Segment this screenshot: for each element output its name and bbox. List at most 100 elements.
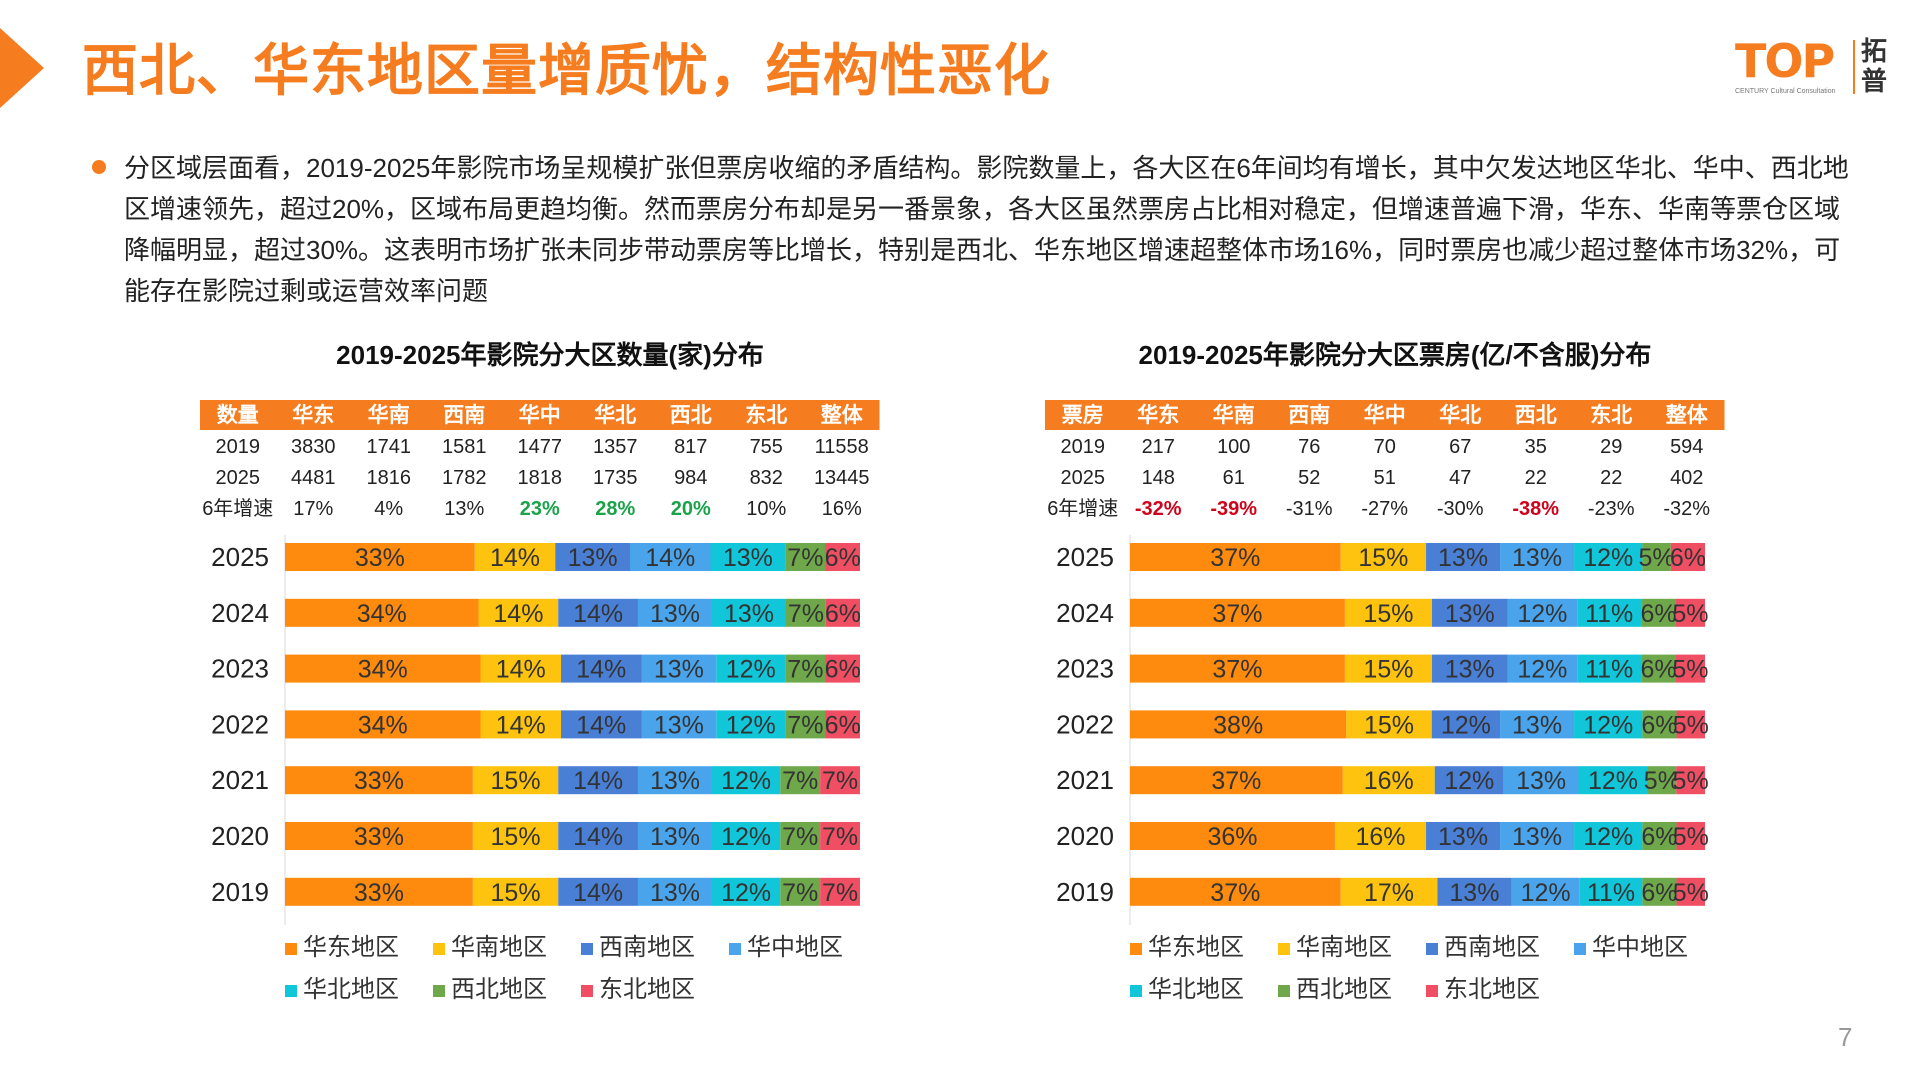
bar-segment bbox=[710, 543, 786, 571]
y-tick-label: 2024 bbox=[211, 598, 269, 628]
legend-label: 华北地区 bbox=[303, 976, 399, 1003]
bar-segment bbox=[285, 543, 475, 571]
table-header-cell: 数量 bbox=[217, 404, 259, 427]
table-header-cell: 华北 bbox=[1439, 403, 1481, 427]
data-label: 6% bbox=[1641, 823, 1677, 851]
bar-segment bbox=[1130, 766, 1343, 795]
data-label: 37% bbox=[1210, 879, 1260, 907]
bar-segment bbox=[1130, 654, 1345, 683]
bar-segment bbox=[1578, 766, 1648, 795]
data-label: 7% bbox=[782, 823, 818, 851]
data-label: 16% bbox=[1364, 767, 1414, 795]
table-cell: 47 bbox=[1449, 467, 1471, 489]
table-cell: 17% bbox=[293, 498, 333, 520]
legend-swatch bbox=[1426, 943, 1438, 955]
bar-segment bbox=[637, 822, 712, 850]
data-label: 34% bbox=[357, 600, 407, 628]
bar-segment bbox=[711, 822, 781, 850]
bar-segment bbox=[637, 766, 712, 795]
bar-segment bbox=[1676, 710, 1705, 739]
bar-segment bbox=[1342, 766, 1435, 795]
table-cell: 1581 bbox=[442, 436, 487, 458]
legend-label: 华中地区 bbox=[747, 934, 843, 961]
legend-swatch bbox=[433, 943, 445, 955]
legend-label: 东北地区 bbox=[1444, 976, 1540, 1003]
table-cell: 28% bbox=[595, 498, 635, 520]
legend-label: 华东地区 bbox=[303, 934, 399, 961]
data-label: 16% bbox=[1355, 823, 1405, 851]
legend-label: 华北地区 bbox=[1148, 976, 1244, 1003]
table-row-label: 6年增速 bbox=[1047, 497, 1118, 520]
legend-label: 华南地区 bbox=[451, 934, 547, 961]
data-label: 13% bbox=[1449, 879, 1499, 907]
data-label: 11% bbox=[1587, 879, 1635, 907]
y-tick-label: 2021 bbox=[1056, 765, 1114, 795]
bar-segment bbox=[472, 877, 559, 906]
table-cell: 1818 bbox=[518, 467, 563, 489]
data-label: 6% bbox=[1670, 544, 1706, 572]
bar-segment bbox=[558, 877, 638, 906]
table-cell: 51 bbox=[1374, 467, 1396, 489]
bar-segment bbox=[637, 877, 712, 906]
table-header-cell: 华中 bbox=[519, 403, 561, 427]
bar-segment bbox=[780, 877, 821, 906]
bar-segment bbox=[785, 654, 826, 683]
bar-segment bbox=[825, 654, 860, 683]
data-label: 36% bbox=[1207, 823, 1257, 851]
y-tick-label: 2024 bbox=[1056, 598, 1114, 628]
data-label: 14% bbox=[490, 544, 540, 572]
data-label: 5% bbox=[1673, 767, 1709, 795]
bar-segment bbox=[1434, 766, 1504, 795]
data-label: 12% bbox=[1583, 823, 1633, 851]
data-label: 6% bbox=[1640, 656, 1676, 684]
table-cell: 402 bbox=[1670, 467, 1703, 489]
legend-swatch bbox=[433, 985, 445, 997]
table-cell: 148 bbox=[1142, 467, 1175, 489]
bar-segment bbox=[711, 598, 786, 627]
table-header-cell: 华中 bbox=[1364, 403, 1406, 427]
table-cell: 13% bbox=[444, 498, 484, 520]
bar-segment bbox=[1432, 598, 1508, 627]
bar-segment bbox=[1676, 877, 1705, 906]
bar-segment bbox=[1511, 877, 1580, 906]
y-tick-label: 2023 bbox=[211, 654, 269, 684]
data-label: 6% bbox=[1641, 879, 1677, 907]
logo-chinese: 拓普 bbox=[1861, 36, 1888, 96]
data-label: 7% bbox=[782, 767, 818, 795]
legend-label: 华中地区 bbox=[1592, 934, 1688, 961]
bar-segment bbox=[1642, 543, 1671, 571]
legend-swatch bbox=[1426, 985, 1438, 997]
page-title: 西北、华东地区量增质忧，结构性恶化 bbox=[82, 39, 1051, 102]
data-label: 7% bbox=[787, 711, 823, 739]
data-label: 13% bbox=[1512, 711, 1562, 739]
data-label: 33% bbox=[355, 544, 405, 572]
legend-label: 西南地区 bbox=[1444, 934, 1540, 961]
bullet-dot-icon bbox=[92, 160, 106, 174]
data-label: 13% bbox=[1438, 544, 1488, 572]
legend-swatch bbox=[1278, 985, 1290, 997]
data-label: 34% bbox=[358, 711, 408, 739]
data-label: 13% bbox=[650, 879, 700, 907]
bar-segment bbox=[1577, 654, 1642, 683]
bar-segment bbox=[1676, 822, 1705, 850]
table-header-cell: 东北 bbox=[745, 403, 787, 427]
data-label: 13% bbox=[1512, 544, 1562, 572]
table-header-cell: 西北 bbox=[1515, 404, 1557, 427]
bar-segment bbox=[478, 598, 559, 627]
y-tick-label: 2025 bbox=[1056, 542, 1114, 572]
table-cell: 29 bbox=[1600, 436, 1622, 458]
data-label: 7% bbox=[822, 823, 858, 851]
legend-swatch bbox=[285, 985, 297, 997]
table-header-cell: 西南 bbox=[443, 403, 485, 427]
summary-text: 分区域层面看，2019-2025年影院市场呈规模扩张但票房收缩的矛盾结构。影院数… bbox=[124, 153, 1849, 306]
data-label: 6% bbox=[825, 711, 861, 739]
bar-segment bbox=[1431, 710, 1501, 739]
data-label: 14% bbox=[573, 879, 623, 907]
bar-segment bbox=[630, 543, 711, 571]
summary-bullet: 分区域层面看，2019-2025年影院市场呈规模扩张但票房收缩的矛盾结构。影院数… bbox=[92, 148, 1862, 312]
table-cell: 984 bbox=[674, 467, 707, 489]
table-cell: 22 bbox=[1525, 467, 1547, 489]
data-label: 12% bbox=[1441, 711, 1491, 739]
bar-segment bbox=[1344, 654, 1433, 683]
bar-segment bbox=[558, 766, 638, 795]
